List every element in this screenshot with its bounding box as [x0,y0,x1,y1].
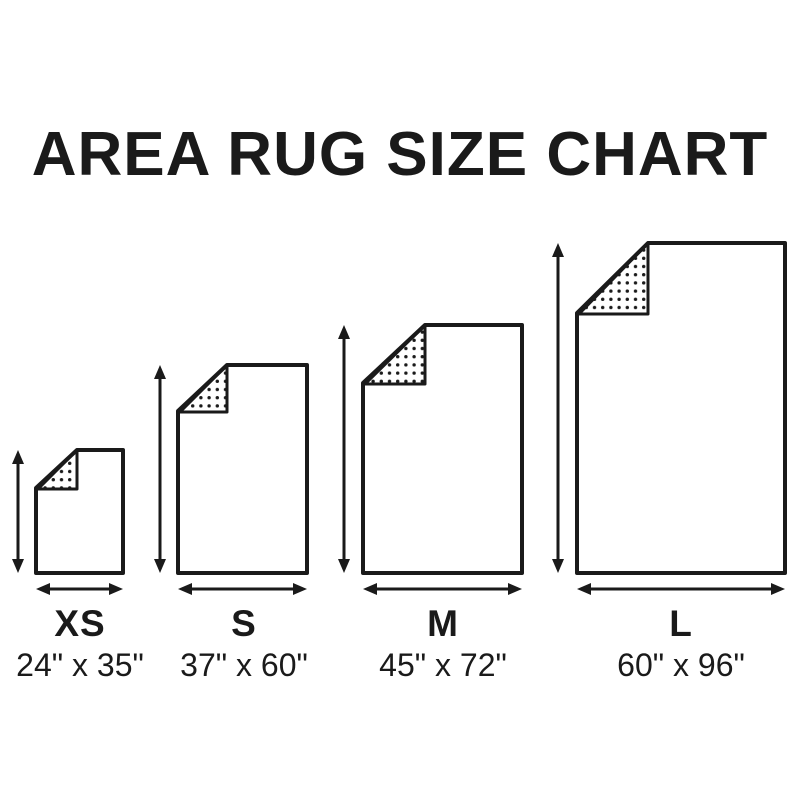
rug-l-label-group: L 60" x 96" [581,603,781,683]
dimensions-label-m: 45" x 72" [379,647,507,683]
dimensions-label-l: 60" x 96" [617,647,745,683]
rug-xs-height-arrow-icon [12,450,24,573]
rug-s-body-icon [176,363,309,575]
rug-xs-body-icon [34,448,125,575]
dimensions-label-s: 37" x 60" [180,647,308,683]
rug-xs-label-group: XS 24" x 35" [0,603,180,683]
rug-l-body-icon [575,241,787,575]
size-label-xs: XS [54,603,106,644]
size-label-m: M [427,603,459,644]
rug-l-width-arrow-icon [577,583,785,595]
rug-s-illustration [154,363,309,595]
rug-s-folded-corner-icon [178,363,229,414]
rug-m-height-arrow-icon [338,325,350,573]
rug-xs-width-arrow-icon [36,583,123,595]
size-label-l: L [669,603,693,644]
rug-m-illustration [338,323,524,595]
size-label-s: S [231,603,257,644]
rug-s-width-arrow-icon [178,583,307,595]
rug-l-folded-corner-icon [577,241,650,316]
rug-m-width-arrow-icon [363,583,522,595]
rug-m-folded-corner-icon [363,323,427,386]
rug-xs-illustration [12,448,125,595]
page-title: AREA RUG SIZE CHART [31,120,769,189]
dimensions-label-xs: 24" x 35" [16,647,144,683]
rug-m-body-icon [361,323,524,575]
rug-l-height-arrow-icon [552,243,564,573]
rug-m-label-group: M 45" x 72" [343,603,543,683]
rug-xs-folded-corner-icon [36,448,79,491]
rug-s-height-arrow-icon [154,365,166,573]
rug-l-illustration [552,241,787,595]
rug-s-label-group: S 37" x 60" [144,603,344,683]
